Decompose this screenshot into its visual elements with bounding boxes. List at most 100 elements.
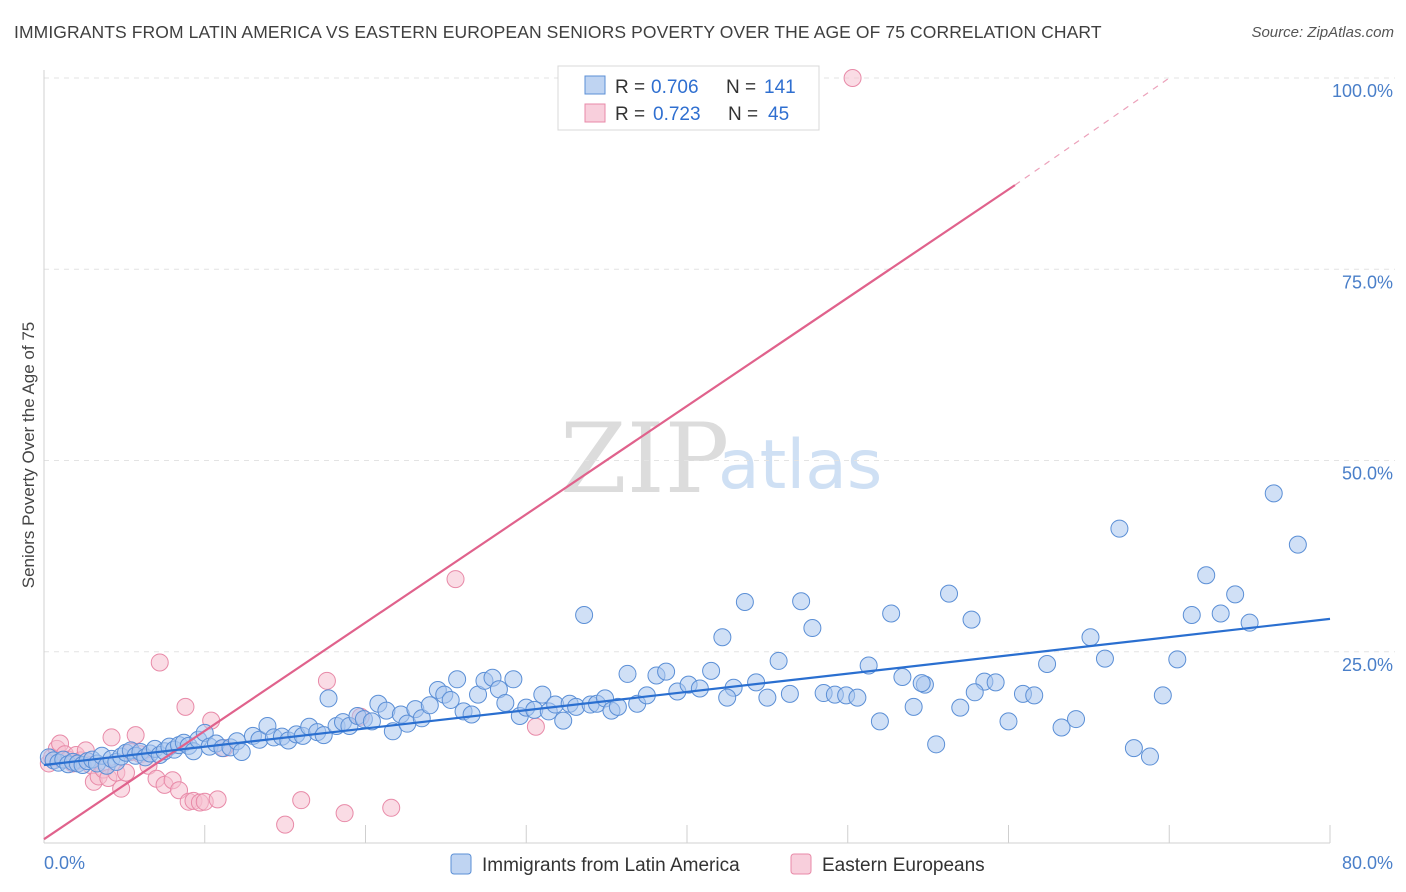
latin-america-point xyxy=(657,662,676,681)
latin-america-point xyxy=(1095,649,1114,668)
legend-n-value-2: 45 xyxy=(768,104,789,125)
chart-title: IMMIGRANTS FROM LATIN AMERICA VS EASTERN… xyxy=(14,22,1102,42)
latin-america-point xyxy=(496,694,515,713)
watermark: ZIP atlas xyxy=(560,403,882,515)
latin-america-point xyxy=(608,697,627,716)
eastern-europeans-point xyxy=(317,671,336,690)
legend-swatch-blue xyxy=(584,75,606,95)
latin-america-point xyxy=(462,705,481,724)
eastern-europeans-point xyxy=(170,781,189,800)
eastern-europeans-point xyxy=(150,653,169,672)
latin-america-point xyxy=(533,685,552,704)
series-legend-label-pink: Eastern Europeans xyxy=(822,855,985,876)
latin-america-point xyxy=(441,690,460,709)
latin-america-point xyxy=(420,696,439,715)
latin-america-point xyxy=(1264,484,1283,503)
latin-america-point xyxy=(1168,650,1187,669)
latin-america-point xyxy=(232,742,251,761)
eastern-europeans-trend-line xyxy=(43,184,1016,841)
eastern-europeans-point xyxy=(526,717,545,736)
latin-america-point xyxy=(803,619,822,638)
latin-america-point xyxy=(718,688,737,707)
latin-america-point xyxy=(1226,585,1245,604)
latin-america-point xyxy=(780,684,799,703)
latin-america-point xyxy=(1081,628,1100,647)
x-axis-ticks xyxy=(204,825,1331,843)
y-tick-label: 100.0% xyxy=(1332,81,1393,101)
eastern-europeans-point xyxy=(102,728,121,747)
watermark-atlas: atlas xyxy=(718,426,882,505)
eastern-europeans-point xyxy=(276,815,295,834)
latin-america-point xyxy=(962,610,981,629)
legend-r-value-2: 0.723 xyxy=(653,104,701,125)
latin-america-point xyxy=(1140,747,1159,766)
x-tick-labels: 0.0% 80.0% xyxy=(44,853,1393,873)
y-tick-label: 25.0% xyxy=(1342,655,1393,675)
stats-legend: R = 0.706 N = 141 R = 0.723 N = 45 xyxy=(557,65,820,131)
x-tick-label-min: 0.0% xyxy=(44,853,85,873)
eastern-europeans-point xyxy=(382,798,401,817)
legend-n-value-1: 141 xyxy=(764,77,796,98)
latin-america-point xyxy=(986,673,1005,692)
y-tick-label: 75.0% xyxy=(1342,272,1393,292)
y-tick-label: 50.0% xyxy=(1342,464,1393,484)
latin-america-point xyxy=(1038,654,1057,673)
latin-america-point xyxy=(735,593,754,612)
latin-america-trend-line xyxy=(43,617,1331,767)
latin-america-point xyxy=(870,712,889,731)
latin-america-point xyxy=(1052,718,1071,737)
eastern-europeans-point xyxy=(176,697,195,716)
eastern-europeans-point xyxy=(446,570,465,589)
latin-america-point xyxy=(848,688,867,707)
latin-america-point xyxy=(504,670,523,689)
legend-r-label-2: R = xyxy=(615,104,645,125)
latin-america-point xyxy=(1182,606,1201,625)
eastern-europeans-point xyxy=(335,804,354,823)
latin-america-point xyxy=(792,592,811,611)
series-legend-swatch-blue xyxy=(450,853,472,875)
latin-america-point xyxy=(383,722,402,741)
latin-america-point xyxy=(554,711,573,730)
latin-america-point xyxy=(1197,566,1216,585)
latin-america-point xyxy=(769,651,788,670)
latin-america-point xyxy=(1124,739,1143,758)
latin-america-point xyxy=(618,664,637,683)
latin-america-point xyxy=(758,688,777,707)
gridlines xyxy=(44,77,1395,653)
watermark-zip: ZIP xyxy=(560,403,729,515)
series-legend-swatch-pink xyxy=(790,853,812,875)
latin-america-point xyxy=(1067,710,1086,729)
series-legend-label-blue: Immigrants from Latin America xyxy=(482,855,740,876)
y-tick-labels: 25.0% 50.0% 75.0% 100.0% xyxy=(1332,81,1393,675)
eastern-europeans-point xyxy=(843,69,862,87)
latin-america-point xyxy=(713,628,732,647)
latin-america-point xyxy=(1288,535,1307,554)
legend-n-label-2: N = xyxy=(728,104,758,125)
latin-america-point xyxy=(575,606,594,625)
source-credit: Source: ZipAtlas.com xyxy=(1251,24,1394,41)
latin-america-point xyxy=(904,697,923,716)
eastern-europeans-point xyxy=(208,790,227,809)
latin-america-point xyxy=(702,661,721,680)
series-legend: Immigrants from Latin America Eastern Eu… xyxy=(450,853,985,876)
latin-america-point xyxy=(927,735,946,754)
y-axis-label: Seniors Poverty Over the Age of 75 xyxy=(19,322,38,588)
legend-r-value-1: 0.706 xyxy=(651,77,699,98)
eastern-europeans-point xyxy=(292,791,311,810)
latin-america-point xyxy=(690,679,709,698)
eastern-europeans-point xyxy=(126,726,145,745)
legend-swatch-pink xyxy=(584,103,606,123)
latin-america-point xyxy=(319,689,338,708)
latin-america-point xyxy=(965,683,984,702)
latin-america-point xyxy=(882,604,901,623)
trend-lines xyxy=(43,77,1331,841)
latin-america-point xyxy=(362,712,381,731)
x-tick-label-max: 80.0% xyxy=(1342,853,1393,873)
latin-america-point xyxy=(1025,686,1044,705)
latin-america-points xyxy=(39,484,1307,775)
latin-america-point xyxy=(1153,686,1172,705)
latin-america-point xyxy=(893,667,912,686)
legend-n-label-1: N = xyxy=(726,77,756,98)
latin-america-point xyxy=(940,584,959,603)
